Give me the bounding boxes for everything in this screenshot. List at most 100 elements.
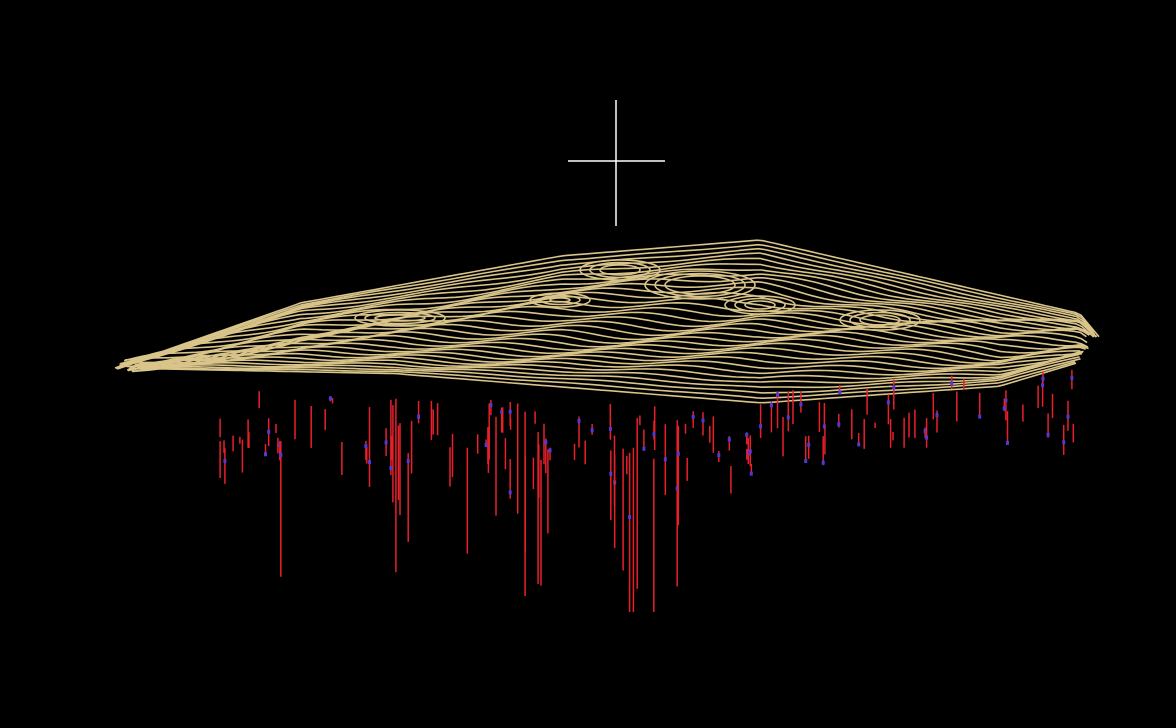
drillhole-marker <box>1041 376 1045 381</box>
contour-line <box>123 291 1090 365</box>
contour-loop <box>374 314 426 322</box>
drillhole-marker <box>384 440 388 445</box>
contour-loop <box>599 264 641 276</box>
contour-loop <box>724 295 796 315</box>
drillhole-marker <box>838 390 842 395</box>
drillhole-marker <box>1046 432 1050 437</box>
contour-line <box>127 319 1089 372</box>
drillhole-marker <box>489 403 493 407</box>
contour-loop <box>744 300 776 310</box>
drillhole-marker <box>652 432 656 437</box>
drillhole-marker <box>577 418 581 423</box>
contour-loop <box>849 311 911 329</box>
drillhole-marker <box>368 460 371 465</box>
contour-line <box>136 351 1079 380</box>
contour-loop <box>664 275 736 295</box>
drillhole-marker <box>364 444 368 449</box>
contour-loop <box>589 261 651 279</box>
contour-line <box>138 358 1081 394</box>
drillhole-marker <box>749 471 753 476</box>
drillhole-marker <box>1004 398 1008 403</box>
contour-line <box>139 362 1077 404</box>
contour-line <box>127 315 1088 371</box>
drillhole-marker <box>676 451 680 456</box>
drillhole-marker <box>804 459 808 463</box>
contour-loop <box>859 314 901 326</box>
drillhole-marker <box>925 435 929 440</box>
drillhole-marker <box>701 418 705 423</box>
contour-loop <box>579 259 661 281</box>
terrain-contour-mesh <box>114 239 1100 404</box>
drillhole-marker <box>857 442 861 447</box>
contour-line <box>137 353 1080 384</box>
drillhole-marker <box>978 414 982 419</box>
drillhole-marker <box>675 486 679 491</box>
drillhole-marker <box>759 424 763 429</box>
drillhole-marker <box>748 449 752 454</box>
drillhole-marker <box>279 452 283 457</box>
drillhole-marker <box>389 465 393 470</box>
drillhole-marker <box>950 381 954 386</box>
crosshair-icon <box>568 100 665 226</box>
drillhole-marker <box>769 403 773 408</box>
contour-line <box>130 331 1085 368</box>
drillhole-marker <box>608 426 612 431</box>
contour-loop <box>539 294 581 306</box>
drillhole-marker <box>776 392 779 397</box>
contour-loop <box>734 297 786 313</box>
drillhole-marker <box>727 437 731 442</box>
drillhole-marker <box>821 460 825 465</box>
drillhole-marker <box>508 409 512 414</box>
contour-loop <box>364 311 436 325</box>
drillhole-marker <box>590 428 594 433</box>
drillhole-marker <box>807 442 811 447</box>
drillhole-marker <box>691 414 695 419</box>
drillhole-marker <box>837 422 841 427</box>
drillhole-marker <box>544 440 548 445</box>
drillhole-marker <box>786 415 790 420</box>
contour-line <box>114 239 1100 369</box>
contour-line <box>120 273 1093 365</box>
drillhole-traces <box>219 369 1075 612</box>
drillhole-marker <box>484 443 488 447</box>
drillhole-marker <box>406 459 410 464</box>
drillhole-marker <box>886 400 890 405</box>
drillhole-marker <box>799 402 803 407</box>
drillhole-marker <box>500 409 504 414</box>
drillhole-marker <box>267 429 271 434</box>
contour-line <box>137 356 1080 389</box>
drillhole-marker <box>1006 440 1009 445</box>
contour-line <box>135 350 1084 376</box>
drillhole-marker <box>278 443 282 448</box>
drillhole-marker <box>1062 440 1066 445</box>
contour-loop <box>839 309 921 331</box>
drillhole-marker <box>746 451 750 456</box>
contour-line <box>125 305 1087 364</box>
drillhole-marker <box>717 453 721 458</box>
drillhole-marker <box>923 429 927 434</box>
contour-line <box>139 361 1076 400</box>
drillhole-marker <box>1041 383 1045 388</box>
drillhole-marker <box>628 515 632 520</box>
drillhole-marker <box>417 414 421 419</box>
contour-line <box>129 327 1084 368</box>
contour-line <box>120 276 1094 366</box>
drillhole-marker <box>328 396 332 401</box>
drillhole-marker <box>548 448 552 453</box>
contour-line <box>115 243 1095 369</box>
drillhole-marker <box>1066 414 1070 419</box>
drillhole-marker <box>264 452 267 457</box>
drillhole-marker <box>745 432 749 437</box>
drillhole-marker <box>892 385 896 390</box>
drillhole-marker <box>508 490 512 495</box>
drillhole-marker <box>822 424 826 429</box>
contour-line <box>121 280 1095 367</box>
drillhole-marker <box>223 459 227 463</box>
contour-line <box>130 334 1086 370</box>
drillhole-marker <box>663 457 667 462</box>
contour-loop <box>644 270 756 300</box>
drillhole-marker <box>1002 406 1006 411</box>
contour-line <box>133 349 1083 370</box>
